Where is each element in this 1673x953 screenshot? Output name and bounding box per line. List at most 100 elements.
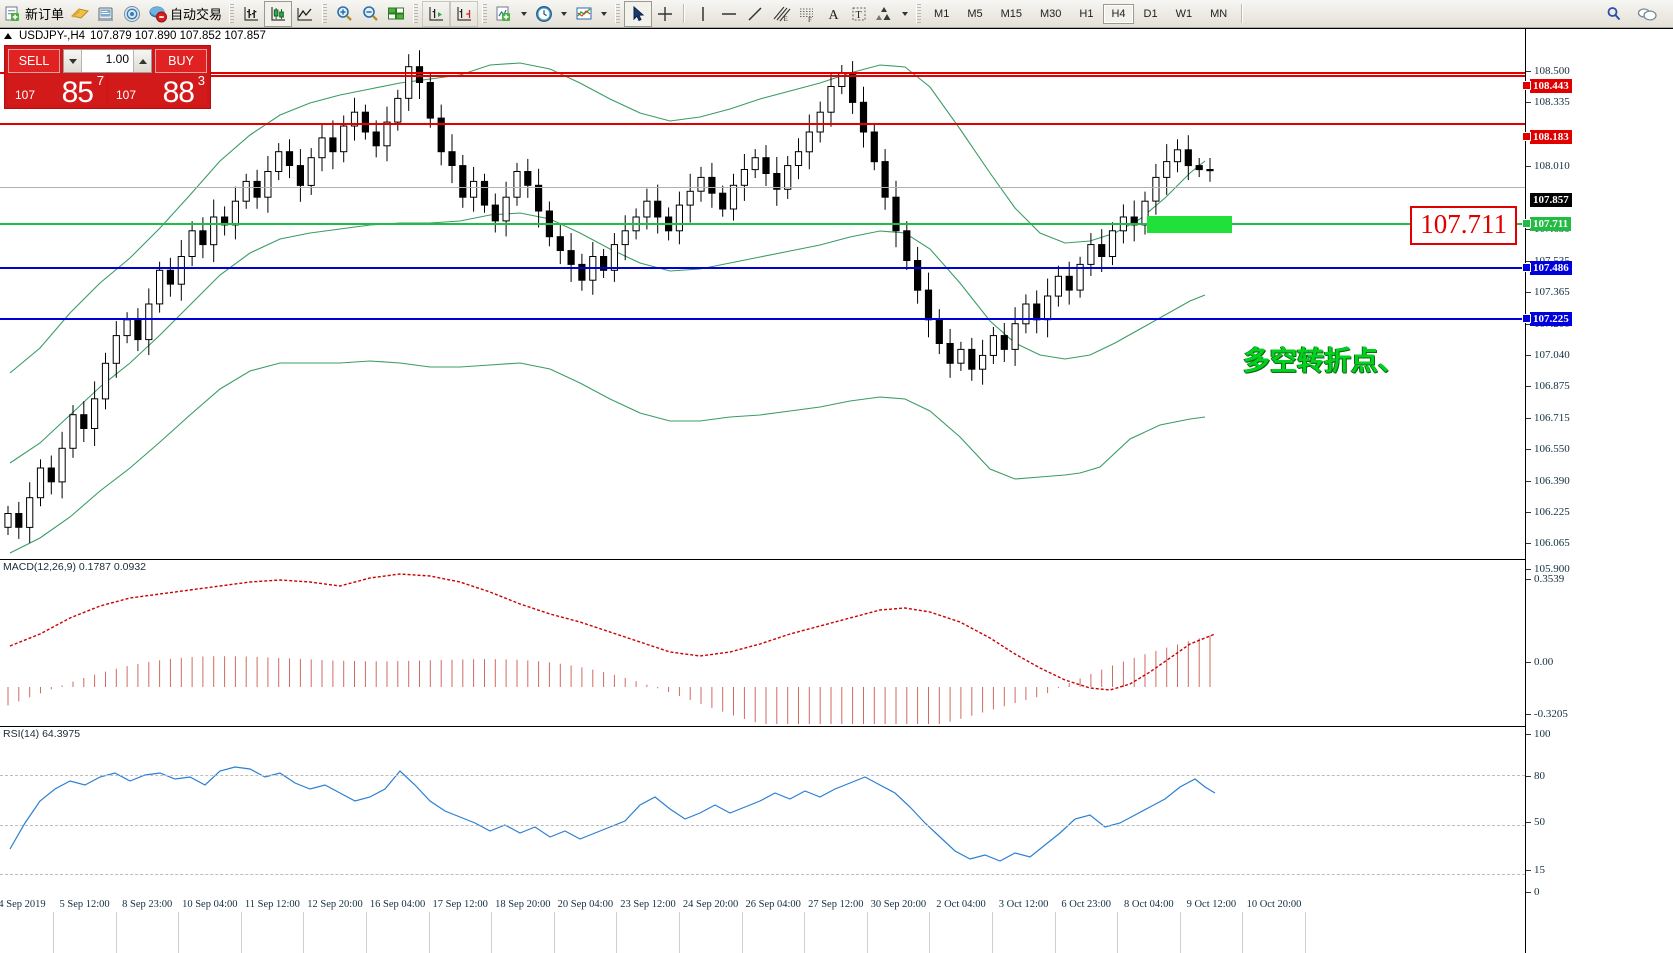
svg-text:A: A xyxy=(829,8,840,23)
buy-button[interactable]: BUY xyxy=(155,49,207,73)
level-handle-5[interactable] xyxy=(1522,314,1531,323)
new-order-icon xyxy=(3,4,23,24)
level-handle-2[interactable] xyxy=(1522,132,1531,141)
toolbar-grip-3[interactable] xyxy=(413,4,419,23)
time-axis-divider xyxy=(303,912,305,953)
level-line-108443[interactable] xyxy=(0,72,1525,74)
templates-caret-icon[interactable] xyxy=(601,11,608,16)
timeframe-m15[interactable]: M15 xyxy=(1000,7,1022,20)
level-handle-4[interactable] xyxy=(1522,263,1531,272)
timeframe-h4[interactable]: H4 xyxy=(1103,3,1134,24)
time-axis-tick: 2 Oct 04:00 xyxy=(936,899,986,910)
expert-advisors-button[interactable] xyxy=(67,2,93,26)
chinese-annotation[interactable]: 多空转折点、 xyxy=(1243,346,1405,377)
volume-increase-button[interactable] xyxy=(133,50,151,72)
tile-windows-button[interactable] xyxy=(383,2,409,26)
periods-button[interactable] xyxy=(531,2,557,26)
price-badge-support-1[interactable]: 107.486 xyxy=(1530,261,1572,275)
horizontal-line-button[interactable] xyxy=(716,2,742,26)
toolbar-grip-2[interactable] xyxy=(322,4,328,23)
trendline-button[interactable] xyxy=(742,2,768,26)
toolbar-grip-5[interactable] xyxy=(615,4,621,23)
price-badge-support-2[interactable]: 107.225 xyxy=(1530,312,1572,326)
toolbar-grip-1[interactable] xyxy=(229,4,235,23)
volume-input[interactable]: 1.00 xyxy=(105,52,129,66)
crosshair-icon xyxy=(655,4,675,24)
time-axis[interactable]: 4 Sep 2019 5 Sep 12:00 8 Sep 23:00 10 Sep 0… xyxy=(0,897,1525,953)
pivot-highlight-box[interactable] xyxy=(1147,216,1232,233)
signals-button[interactable] xyxy=(119,2,145,26)
metaeditor-button[interactable] xyxy=(93,2,119,26)
line-chart-button[interactable] xyxy=(292,2,318,26)
level-line-107486[interactable] xyxy=(0,267,1525,269)
text-label-button[interactable]: T xyxy=(846,2,872,26)
ask-price[interactable]: 107 88 3 xyxy=(109,73,207,108)
svg-text:F: F xyxy=(808,16,812,24)
level-handle-3[interactable] xyxy=(1522,219,1531,228)
price-badge-pivot[interactable]: 107.711 xyxy=(1530,217,1572,231)
shapes-button[interactable] xyxy=(872,2,898,26)
periods-caret-icon[interactable] xyxy=(561,11,568,16)
volume-stepper[interactable]: 1.00 xyxy=(63,49,152,73)
level-line-108183[interactable] xyxy=(0,123,1525,125)
equidistant-channel-button[interactable]: E xyxy=(768,2,794,26)
indicators-caret-icon[interactable] xyxy=(521,11,528,16)
sell-button[interactable]: SELL xyxy=(8,49,60,73)
text-button[interactable]: A xyxy=(820,2,846,26)
zoom-out-button[interactable] xyxy=(357,2,383,26)
templates-button[interactable] xyxy=(571,2,597,26)
price-axis[interactable]: 108.500 108.335 108.010 107.650 107.535 … xyxy=(1522,29,1673,953)
time-axis-divider xyxy=(929,912,931,953)
level-handle-1[interactable] xyxy=(1522,81,1531,90)
rsi-ytick: 100 xyxy=(1526,728,1551,740)
time-axis-divider xyxy=(428,912,430,953)
rsi-pane[interactable]: RSI(14) 64.3975 xyxy=(0,726,1525,898)
price-badge-resistance-2[interactable]: 108.183 xyxy=(1530,130,1572,144)
toolbar-grip-6[interactable] xyxy=(916,4,922,23)
timeframe-d1[interactable]: D1 xyxy=(1143,7,1158,20)
autotrading-label: 自动交易 xyxy=(170,8,223,23)
timeframe-m5[interactable]: M5 xyxy=(967,7,983,20)
price-badge-resistance-1[interactable]: 108.443 xyxy=(1530,79,1572,93)
candlestick-chart-button[interactable] xyxy=(264,0,293,27)
volume-decrease-button[interactable] xyxy=(64,50,82,72)
auto-scroll-button[interactable] xyxy=(422,0,451,27)
price-pane[interactable]: 107.711 多空转折点、 xyxy=(0,43,1525,557)
bid-price[interactable]: 107 85 7 xyxy=(8,73,106,108)
timeframe-m30[interactable]: M30 xyxy=(1040,7,1062,20)
candlestick-icon xyxy=(268,4,288,24)
time-axis-divider xyxy=(1305,912,1306,953)
chart-ohlc: 107.879 107.890 107.852 107.857 xyxy=(90,30,266,42)
vertical-line-button[interactable] xyxy=(690,2,716,26)
macd-pane[interactable]: MACD(12,26,9) 0.1787 0.0932 xyxy=(0,559,1525,724)
timeframe-mn[interactable]: MN xyxy=(1210,7,1228,20)
zoom-in-button[interactable] xyxy=(331,2,357,26)
chart-shift-button[interactable] xyxy=(450,0,479,27)
collapse-icon[interactable] xyxy=(4,33,12,39)
indicators-button[interactable] xyxy=(491,2,517,26)
shapes-caret-icon[interactable] xyxy=(902,11,909,16)
level-line-107225[interactable] xyxy=(0,318,1525,320)
fibonacci-button[interactable]: F xyxy=(794,2,820,26)
level-line-107711[interactable] xyxy=(0,223,1525,225)
autotrading-button[interactable]: 自动交易 xyxy=(145,2,225,26)
ask-fraction: 3 xyxy=(197,73,205,88)
bar-chart-button[interactable] xyxy=(238,2,264,26)
toolbar-grip-4[interactable] xyxy=(482,4,488,23)
search-button[interactable] xyxy=(1601,2,1627,26)
one-click-trading-panel[interactable]: SELL 1.00 BUY 107 85 7 xyxy=(4,45,211,109)
chart-window[interactable]: USDJPY-,H4 107.879 107.890 107.852 107.8… xyxy=(0,28,1673,953)
timeframe-h1[interactable]: H1 xyxy=(1079,7,1094,20)
timeframe-w1[interactable]: W1 xyxy=(1175,7,1193,20)
sell-level-line xyxy=(209,75,1525,77)
macd-ytick: 0.3539 xyxy=(1526,573,1564,585)
cursor-button[interactable] xyxy=(624,0,653,27)
chat-button[interactable] xyxy=(1633,2,1659,26)
crosshair-button[interactable] xyxy=(652,2,678,26)
timeframe-m1[interactable]: M1 xyxy=(934,7,950,20)
time-axis-divider xyxy=(866,912,868,953)
chart-symbol: USDJPY-,H4 xyxy=(19,30,86,42)
price-callout[interactable]: 107.711 xyxy=(1410,206,1517,245)
price-badge-current[interactable]: 107.857 xyxy=(1530,193,1572,207)
new-order-button[interactable]: 新订单 xyxy=(0,2,67,26)
